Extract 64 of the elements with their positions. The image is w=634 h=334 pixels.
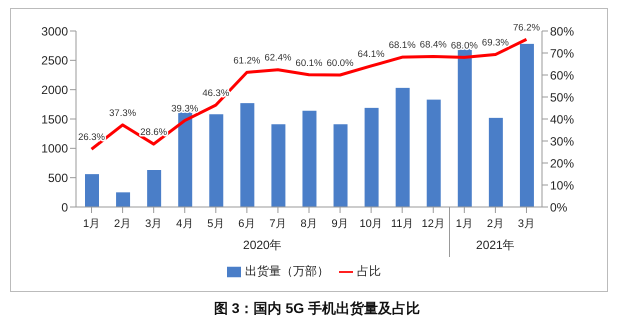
y2-tick-label: 80% [550, 24, 574, 38]
bar [85, 174, 99, 207]
y2-tick-label: 60% [550, 68, 574, 82]
bar [520, 44, 534, 207]
data-label: 28.6% [140, 127, 168, 138]
y-tick-label: 0 [61, 200, 68, 214]
x-tick-label: 10月 [360, 218, 383, 230]
data-label: 76.2% [513, 22, 540, 34]
bar [178, 110, 192, 207]
data-label: 37.3% [109, 108, 137, 119]
x-tick-label: 3月 [518, 218, 536, 230]
y-tick-label: 3000 [41, 24, 68, 38]
x-tick-label: 6月 [238, 218, 256, 230]
y2-tick-label: 50% [550, 90, 574, 104]
y2-tick-label: 20% [550, 156, 574, 170]
x-tick-label: 12月 [422, 218, 445, 230]
x-tick-label: 1月 [456, 218, 473, 230]
data-label: 64.1% [358, 48, 386, 60]
x-tick-label: 2月 [114, 218, 132, 230]
data-label: 39.3% [171, 104, 199, 115]
bar [364, 108, 379, 207]
x-tick-label: 11月 [390, 218, 414, 230]
bar [488, 118, 503, 207]
data-label: 61.2% [233, 55, 261, 66]
bar [240, 103, 254, 207]
text: 2020年 [242, 237, 283, 254]
y-tick-label: 1000 [41, 142, 68, 156]
y-tick-label: 2500 [41, 54, 68, 68]
y-tick-label: 2000 [41, 82, 68, 97]
data-label: 69.3% [482, 38, 510, 49]
bar [396, 88, 410, 207]
bar [209, 114, 224, 207]
y-tick-label: 1500 [41, 112, 68, 126]
text: 图 3：国内 5G 手机出货量及占比 [212, 300, 422, 318]
y2-tick-label: 0% [550, 200, 568, 214]
data-label: 68.1% [388, 40, 416, 52]
y-tick-label: 500 [48, 170, 68, 185]
y2-tick-label: 10% [550, 178, 574, 192]
data-label: 60.0% [326, 58, 354, 69]
y2-tick-label: 30% [550, 134, 574, 148]
x-tick-label: 3月 [145, 218, 162, 230]
x-tick-label: 1月 [82, 218, 100, 230]
x-tick-label: 7月 [269, 218, 286, 230]
data-label: 68.0% [450, 40, 478, 52]
x-tick-label: 4月 [176, 218, 194, 230]
data-label: 60.1% [296, 58, 324, 69]
data-label: 26.3% [78, 132, 106, 144]
data-label: 68.4% [420, 40, 448, 51]
bar [116, 192, 130, 207]
x-tick-label: 5月 [207, 218, 224, 230]
bar [147, 170, 162, 207]
bar [334, 124, 348, 207]
bar [302, 110, 316, 207]
legend-label: 出货量（万部） [245, 264, 329, 278]
bar [426, 100, 441, 207]
legend-label: 占比 [357, 264, 381, 278]
data-label: 62.4% [264, 52, 292, 64]
x-tick-label: 2月 [486, 218, 504, 230]
bar [271, 124, 286, 207]
x-tick-label: 8月 [300, 218, 318, 230]
y2-tick-label: 70% [550, 46, 574, 60]
text: 2021年 [475, 237, 516, 254]
y2-tick-label: 40% [550, 112, 574, 126]
x-tick-label: 9月 [332, 218, 349, 230]
